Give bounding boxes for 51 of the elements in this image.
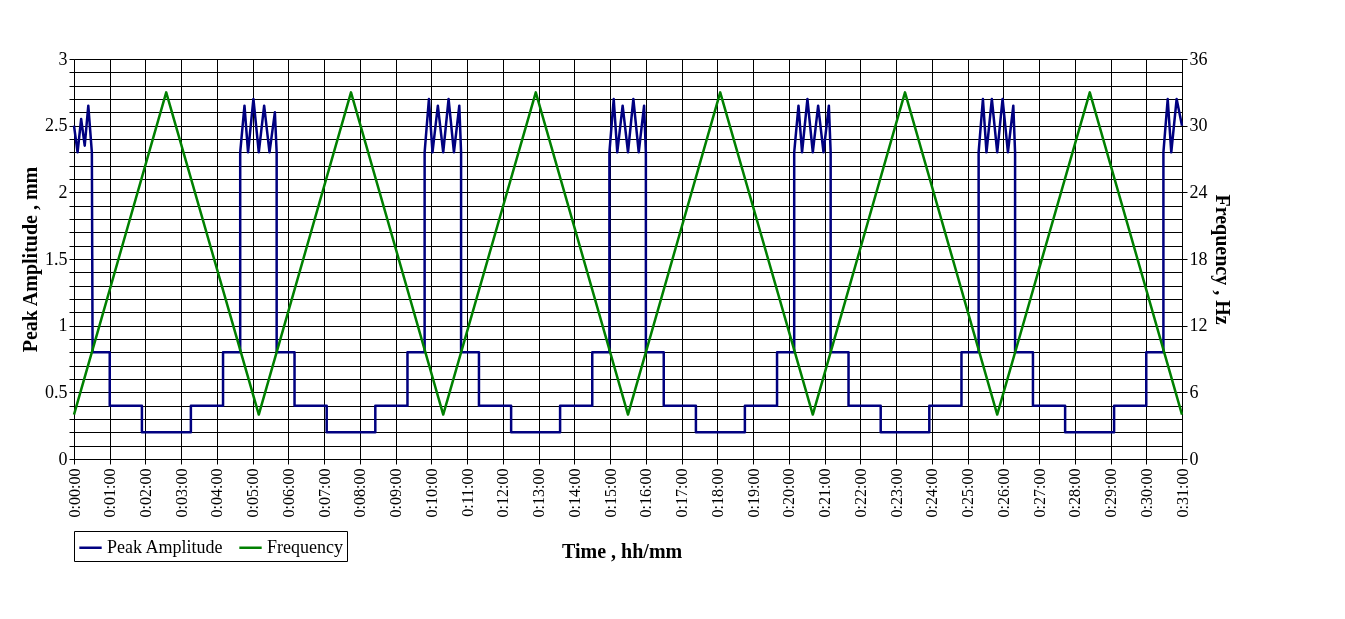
x-tick-label: 0:24:00 <box>923 468 941 518</box>
y-tick-label: 0.5 <box>45 381 68 402</box>
x-tick-label: 0:29:00 <box>1102 468 1120 518</box>
y2-axis-title: Frequency , Hz <box>1210 194 1234 325</box>
x-tick-label: 0:14:00 <box>565 468 583 518</box>
y2-tick-label: 0 <box>1189 448 1199 469</box>
y-tick-label: 1 <box>58 315 68 336</box>
x-tick-label: 0:21:00 <box>816 468 834 518</box>
x-tick-label: 0:18:00 <box>708 468 726 518</box>
x-tick-label: 0:19:00 <box>744 468 762 518</box>
y-tick-label: 0 <box>58 448 68 469</box>
y-tick-label: 3 <box>58 48 68 69</box>
x-tick-label: 0:04:00 <box>208 468 226 518</box>
x-tick-label: 0:31:00 <box>1173 468 1191 518</box>
x-tick-label: 0:15:00 <box>601 468 619 518</box>
legend-label: Frequency <box>267 536 343 557</box>
y-tick-label: 2.5 <box>45 115 68 136</box>
y2-tick-label: 12 <box>1189 315 1208 336</box>
x-tick-label: 0:12:00 <box>494 468 512 518</box>
x-tick-label: 0:10:00 <box>422 468 440 518</box>
x-tick-label: 0:13:00 <box>530 468 548 518</box>
x-tick-label: 0:28:00 <box>1066 468 1084 518</box>
y-tick-label: 1.5 <box>45 248 68 269</box>
x-tick-label: 0:02:00 <box>136 468 154 518</box>
legend-label: Peak Amplitude <box>107 536 223 557</box>
x-tick-label: 0:23:00 <box>887 468 905 518</box>
y2-tick-label: 30 <box>1189 115 1208 136</box>
x-tick-label: 0:25:00 <box>959 468 977 518</box>
y-axis-title: Peak Amplitude , mm <box>19 166 42 353</box>
x-tick-label: 0:00:00 <box>65 468 83 518</box>
y2-tick-label: 24 <box>1189 181 1208 202</box>
x-tick-label: 0:26:00 <box>994 468 1012 518</box>
x-tick-label: 0:30:00 <box>1137 468 1155 518</box>
x-tick-label: 0:06:00 <box>279 468 297 518</box>
y-tick-label: 2 <box>58 181 68 202</box>
x-tick-label: 0:22:00 <box>851 468 869 518</box>
x-tick-label: 0:05:00 <box>244 468 262 518</box>
x-tick-label: 0:17:00 <box>673 468 691 518</box>
x-tick-label: 0:08:00 <box>351 468 369 518</box>
x-tick-label: 0:09:00 <box>387 468 405 518</box>
x-tick-label: 0:27:00 <box>1030 468 1048 518</box>
x-tick-label: 0:03:00 <box>172 468 190 518</box>
y2-tick-label: 36 <box>1189 48 1208 69</box>
x-tick-label: 0:01:00 <box>101 468 119 518</box>
x-tick-label: 0:11:00 <box>458 468 476 517</box>
x-axis-title: Time , hh/mm <box>562 539 683 562</box>
y2-tick-label: 18 <box>1189 248 1208 269</box>
x-tick-label: 0:07:00 <box>315 468 333 518</box>
y2-tick-label: 6 <box>1189 381 1199 402</box>
x-tick-label: 0:20:00 <box>780 468 798 518</box>
x-tick-label: 0:16:00 <box>637 468 655 518</box>
